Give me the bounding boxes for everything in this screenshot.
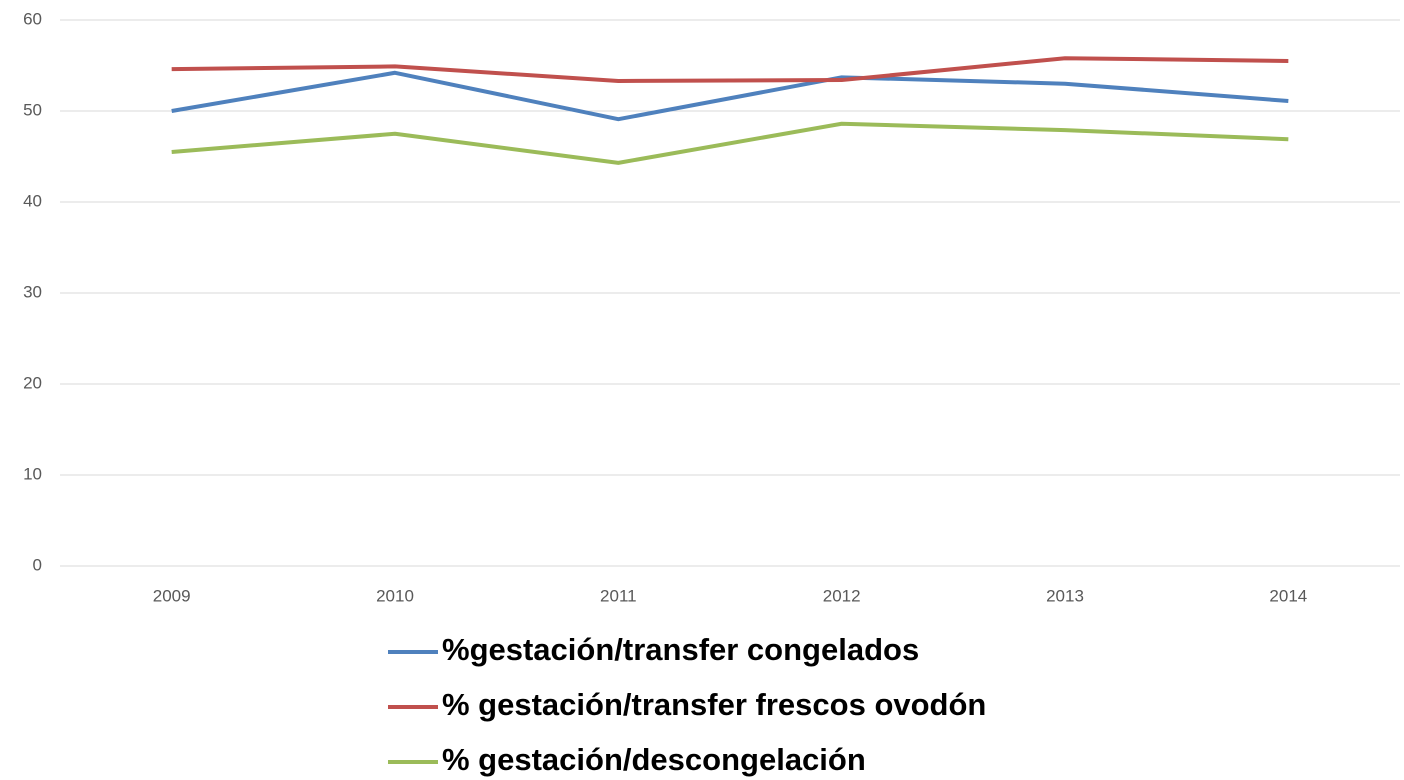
y-tick-label: 30	[23, 282, 42, 301]
x-tick-label: 2011	[600, 586, 637, 605]
legend-label: %gestación/transfer congelados	[442, 632, 919, 667]
legend-label: % gestación/descongelación	[442, 742, 866, 777]
legend-label: % gestación/transfer frescos ovodón	[442, 687, 986, 722]
x-tick-label: 2013	[1046, 586, 1084, 605]
series-line	[171, 121, 1289, 165]
y-tick-label: 50	[23, 100, 42, 119]
series-line	[171, 70, 1289, 122]
x-tick-label: 2009	[153, 586, 191, 605]
x-tick-label: 2010	[376, 586, 414, 605]
y-tick-label: 40	[23, 191, 42, 210]
y-tick-label: 0	[33, 555, 42, 574]
y-tick-label: 10	[23, 464, 42, 483]
x-tick-label: 2014	[1269, 586, 1307, 605]
y-tick-label: 20	[23, 373, 42, 392]
x-tick-label: 2012	[823, 586, 861, 605]
y-tick-label: 60	[23, 9, 42, 28]
series-line	[171, 56, 1289, 83]
